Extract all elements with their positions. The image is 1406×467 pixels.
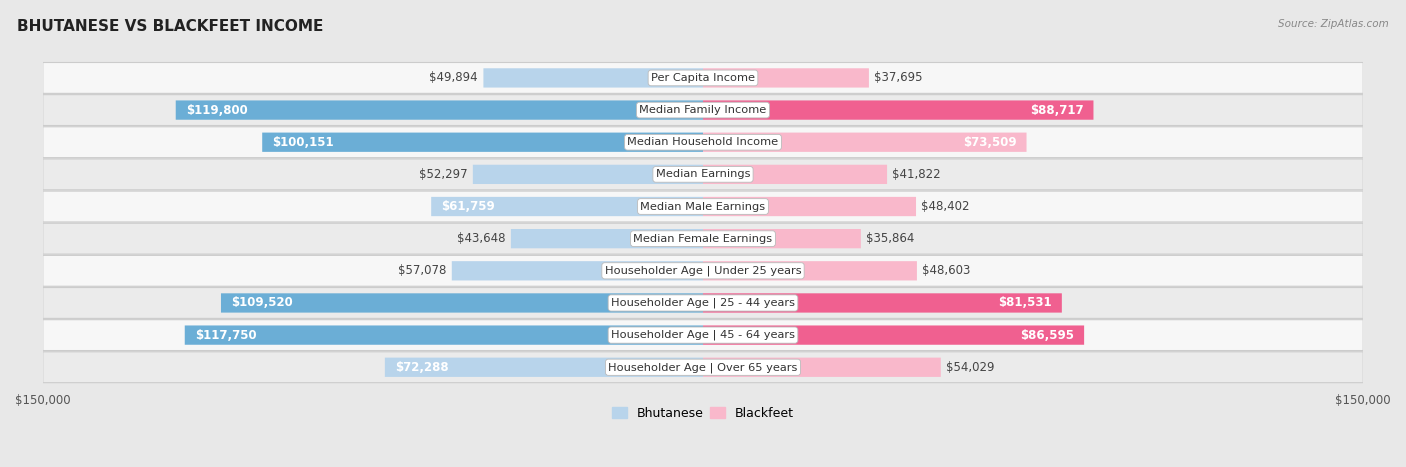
FancyBboxPatch shape: [703, 358, 941, 377]
Text: $61,759: $61,759: [441, 200, 495, 213]
FancyBboxPatch shape: [703, 197, 917, 216]
FancyBboxPatch shape: [703, 261, 917, 281]
Text: Per Capita Income: Per Capita Income: [651, 73, 755, 83]
Text: $72,288: $72,288: [395, 361, 449, 374]
FancyBboxPatch shape: [42, 352, 1364, 382]
FancyBboxPatch shape: [703, 229, 860, 248]
Text: $37,695: $37,695: [875, 71, 922, 85]
Text: $119,800: $119,800: [186, 104, 247, 117]
FancyBboxPatch shape: [510, 229, 703, 248]
Text: $49,894: $49,894: [429, 71, 478, 85]
Text: $41,822: $41,822: [893, 168, 941, 181]
FancyBboxPatch shape: [42, 320, 1364, 351]
FancyBboxPatch shape: [176, 100, 703, 120]
FancyBboxPatch shape: [385, 358, 703, 377]
Text: $54,029: $54,029: [946, 361, 994, 374]
FancyBboxPatch shape: [262, 133, 703, 152]
Text: Householder Age | Under 25 years: Householder Age | Under 25 years: [605, 266, 801, 276]
FancyBboxPatch shape: [703, 133, 1026, 152]
FancyBboxPatch shape: [42, 288, 1364, 318]
Text: $57,078: $57,078: [398, 264, 447, 277]
FancyBboxPatch shape: [703, 325, 1084, 345]
FancyBboxPatch shape: [42, 159, 1364, 190]
Text: Median Male Earnings: Median Male Earnings: [641, 202, 765, 212]
Text: $109,520: $109,520: [231, 297, 292, 310]
FancyBboxPatch shape: [42, 255, 1364, 286]
Text: Householder Age | 45 - 64 years: Householder Age | 45 - 64 years: [612, 330, 794, 340]
FancyBboxPatch shape: [432, 197, 703, 216]
Text: $43,648: $43,648: [457, 232, 506, 245]
FancyBboxPatch shape: [703, 293, 1062, 312]
FancyBboxPatch shape: [221, 293, 703, 312]
Text: $86,595: $86,595: [1021, 329, 1074, 341]
Text: $100,151: $100,151: [273, 136, 333, 149]
Text: Source: ZipAtlas.com: Source: ZipAtlas.com: [1278, 19, 1389, 28]
FancyBboxPatch shape: [42, 95, 1364, 126]
FancyBboxPatch shape: [484, 68, 703, 88]
Text: $81,531: $81,531: [998, 297, 1052, 310]
Text: BHUTANESE VS BLACKFEET INCOME: BHUTANESE VS BLACKFEET INCOME: [17, 19, 323, 34]
FancyBboxPatch shape: [451, 261, 703, 281]
FancyBboxPatch shape: [42, 223, 1364, 254]
Text: $52,297: $52,297: [419, 168, 468, 181]
Text: $35,864: $35,864: [866, 232, 914, 245]
FancyBboxPatch shape: [42, 63, 1364, 93]
FancyBboxPatch shape: [184, 325, 703, 345]
Text: Householder Age | 25 - 44 years: Householder Age | 25 - 44 years: [612, 297, 794, 308]
FancyBboxPatch shape: [703, 100, 1094, 120]
Text: Median Female Earnings: Median Female Earnings: [634, 234, 772, 244]
FancyBboxPatch shape: [472, 165, 703, 184]
Text: $117,750: $117,750: [194, 329, 256, 341]
Text: Median Earnings: Median Earnings: [655, 170, 751, 179]
Legend: Bhutanese, Blackfeet: Bhutanese, Blackfeet: [607, 402, 799, 425]
Text: $88,717: $88,717: [1031, 104, 1084, 117]
Text: Median Family Income: Median Family Income: [640, 105, 766, 115]
Text: $48,603: $48,603: [922, 264, 970, 277]
FancyBboxPatch shape: [42, 127, 1364, 158]
Text: Householder Age | Over 65 years: Householder Age | Over 65 years: [609, 362, 797, 373]
FancyBboxPatch shape: [703, 68, 869, 88]
Text: $48,402: $48,402: [921, 200, 970, 213]
FancyBboxPatch shape: [42, 191, 1364, 222]
FancyBboxPatch shape: [703, 165, 887, 184]
Text: Median Household Income: Median Household Income: [627, 137, 779, 147]
Text: $73,509: $73,509: [963, 136, 1017, 149]
